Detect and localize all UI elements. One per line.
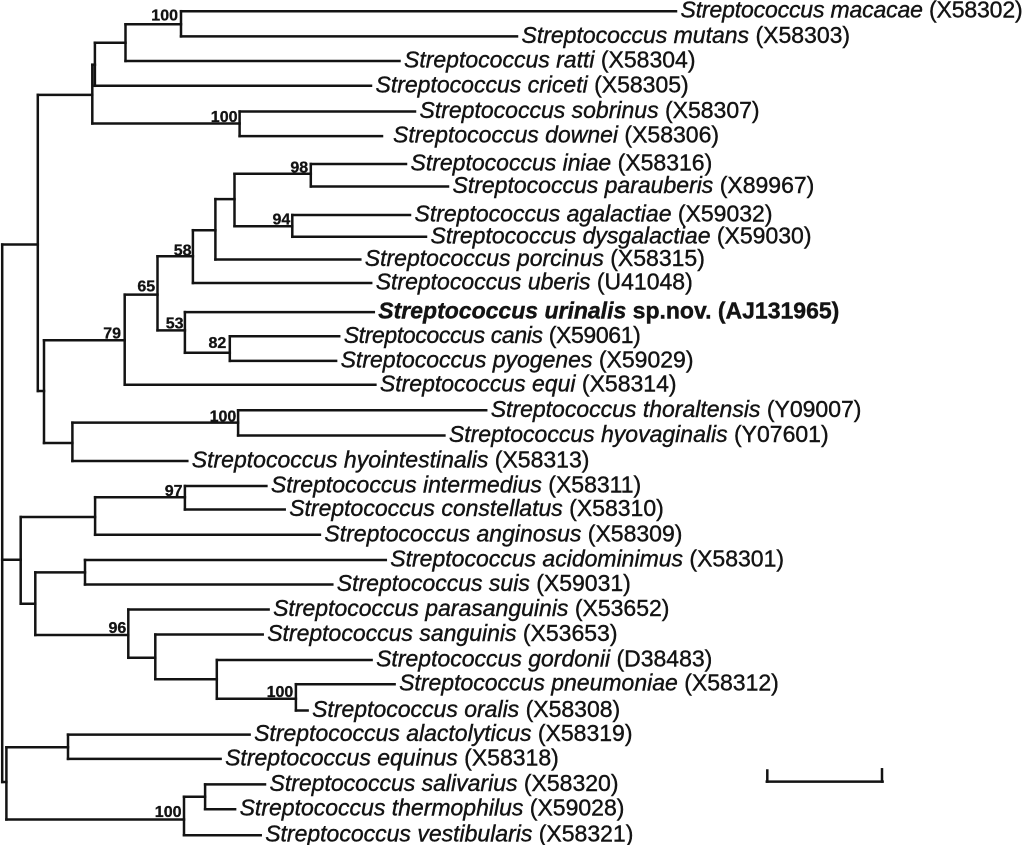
svg-text:Streptococcus criceti (X58305): Streptococcus criceti (X58305) [376, 71, 689, 97]
svg-text:Streptococcus urinalis sp.nov.: Streptococcus urinalis sp.nov. (AJ131965… [378, 298, 839, 324]
svg-text:Streptococcus ratti (X58304): Streptococcus ratti (X58304) [404, 47, 695, 73]
svg-text:100: 100 [267, 684, 294, 701]
svg-text:58: 58 [174, 242, 192, 259]
svg-text:Streptococcus anginosus (X5830: Streptococcus anginosus (X58309) [324, 520, 682, 546]
svg-text:Streptococcus constellatus (X5: Streptococcus constellatus (X58310) [289, 495, 664, 521]
svg-text:Streptococcus alactolyticus (X: Streptococcus alactolyticus (X58319) [254, 720, 632, 746]
svg-text:Streptococcus intermedius (X58: Streptococcus intermedius (X58311) [271, 472, 641, 498]
svg-text:82: 82 [209, 335, 227, 352]
svg-text:Streptococcus dysgalactiae (X5: Streptococcus dysgalactiae (X59030) [431, 222, 812, 248]
svg-text:94: 94 [273, 212, 291, 229]
svg-text:Streptococcus iniae (X58316): Streptococcus iniae (X58316) [411, 150, 713, 176]
svg-text:Streptococcus hyovaginalis (Y0: Streptococcus hyovaginalis (Y07601) [449, 421, 829, 447]
svg-text:Streptococcus equinus (X58318): Streptococcus equinus (X58318) [225, 744, 559, 770]
svg-text:Streptococcus oralis (X58308): Streptococcus oralis (X58308) [312, 696, 620, 722]
svg-text:Streptococcus pyogenes (X59029: Streptococcus pyogenes (X59029) [341, 346, 694, 372]
svg-text:Streptococcus downei (X58306): Streptococcus downei (X58306) [393, 122, 719, 148]
svg-text:53: 53 [166, 315, 184, 332]
svg-text:Streptococcus salivarius (X583: Streptococcus salivarius (X58320) [270, 770, 619, 796]
svg-text:Streptococcus sobrinus (X58307: Streptococcus sobrinus (X58307) [420, 97, 760, 123]
svg-text:97: 97 [165, 483, 183, 500]
svg-text:100: 100 [210, 408, 237, 425]
svg-text:Streptococcus thermophilus (X5: Streptococcus thermophilus (X59028) [240, 795, 625, 821]
svg-text:Streptococcus sanguinis (X5365: Streptococcus sanguinis (X53653) [267, 620, 617, 646]
svg-text:98: 98 [290, 160, 308, 177]
svg-text:Streptococcus canis (X59061): Streptococcus canis (X59061) [344, 322, 641, 348]
svg-text:100: 100 [155, 804, 182, 821]
svg-text:Streptococcus suis (X59031): Streptococcus suis (X59031) [337, 570, 631, 596]
svg-text:Streptococcus acidominimus (X5: Streptococcus acidominimus (X58301) [390, 546, 784, 572]
svg-text:Streptococcus porcinus (X58315: Streptococcus porcinus (X58315) [365, 245, 705, 271]
svg-text:Streptococcus vestibularis (X5: Streptococcus vestibularis (X58321) [265, 821, 633, 845]
svg-text:79: 79 [103, 326, 121, 343]
svg-text:100: 100 [211, 109, 238, 126]
svg-text:Streptococcus pneumoniae (X583: Streptococcus pneumoniae (X58312) [399, 670, 779, 696]
svg-text:Streptococcus uberis (U41048): Streptococcus uberis (U41048) [376, 269, 693, 295]
svg-text:65: 65 [137, 279, 155, 296]
svg-text:96: 96 [109, 620, 127, 637]
svg-text:Streptococcus mutans (X58303): Streptococcus mutans (X58303) [522, 22, 851, 48]
svg-text:Streptococcus hyointestinalis: Streptococcus hyointestinalis (X58313) [192, 447, 590, 473]
svg-text:Streptococcus parauberis (X899: Streptococcus parauberis (X89967) [453, 172, 815, 198]
svg-text:Streptococcus agalactiae (X590: Streptococcus agalactiae (X59032) [415, 201, 773, 227]
svg-text:100: 100 [151, 7, 178, 24]
svg-text:Streptococcus parasanguinis (X: Streptococcus parasanguinis (X53652) [273, 595, 669, 621]
svg-text:Streptococcus gordonii (D38483: Streptococcus gordonii (D38483) [376, 646, 712, 672]
svg-text:Streptococcus thoraltensis (Y0: Streptococcus thoraltensis (Y09007) [491, 396, 862, 422]
svg-text:Streptococcus macacae (X58302): Streptococcus macacae (X58302) [681, 0, 1023, 23]
svg-text:Streptococcus equi (X58314): Streptococcus equi (X58314) [380, 370, 677, 396]
